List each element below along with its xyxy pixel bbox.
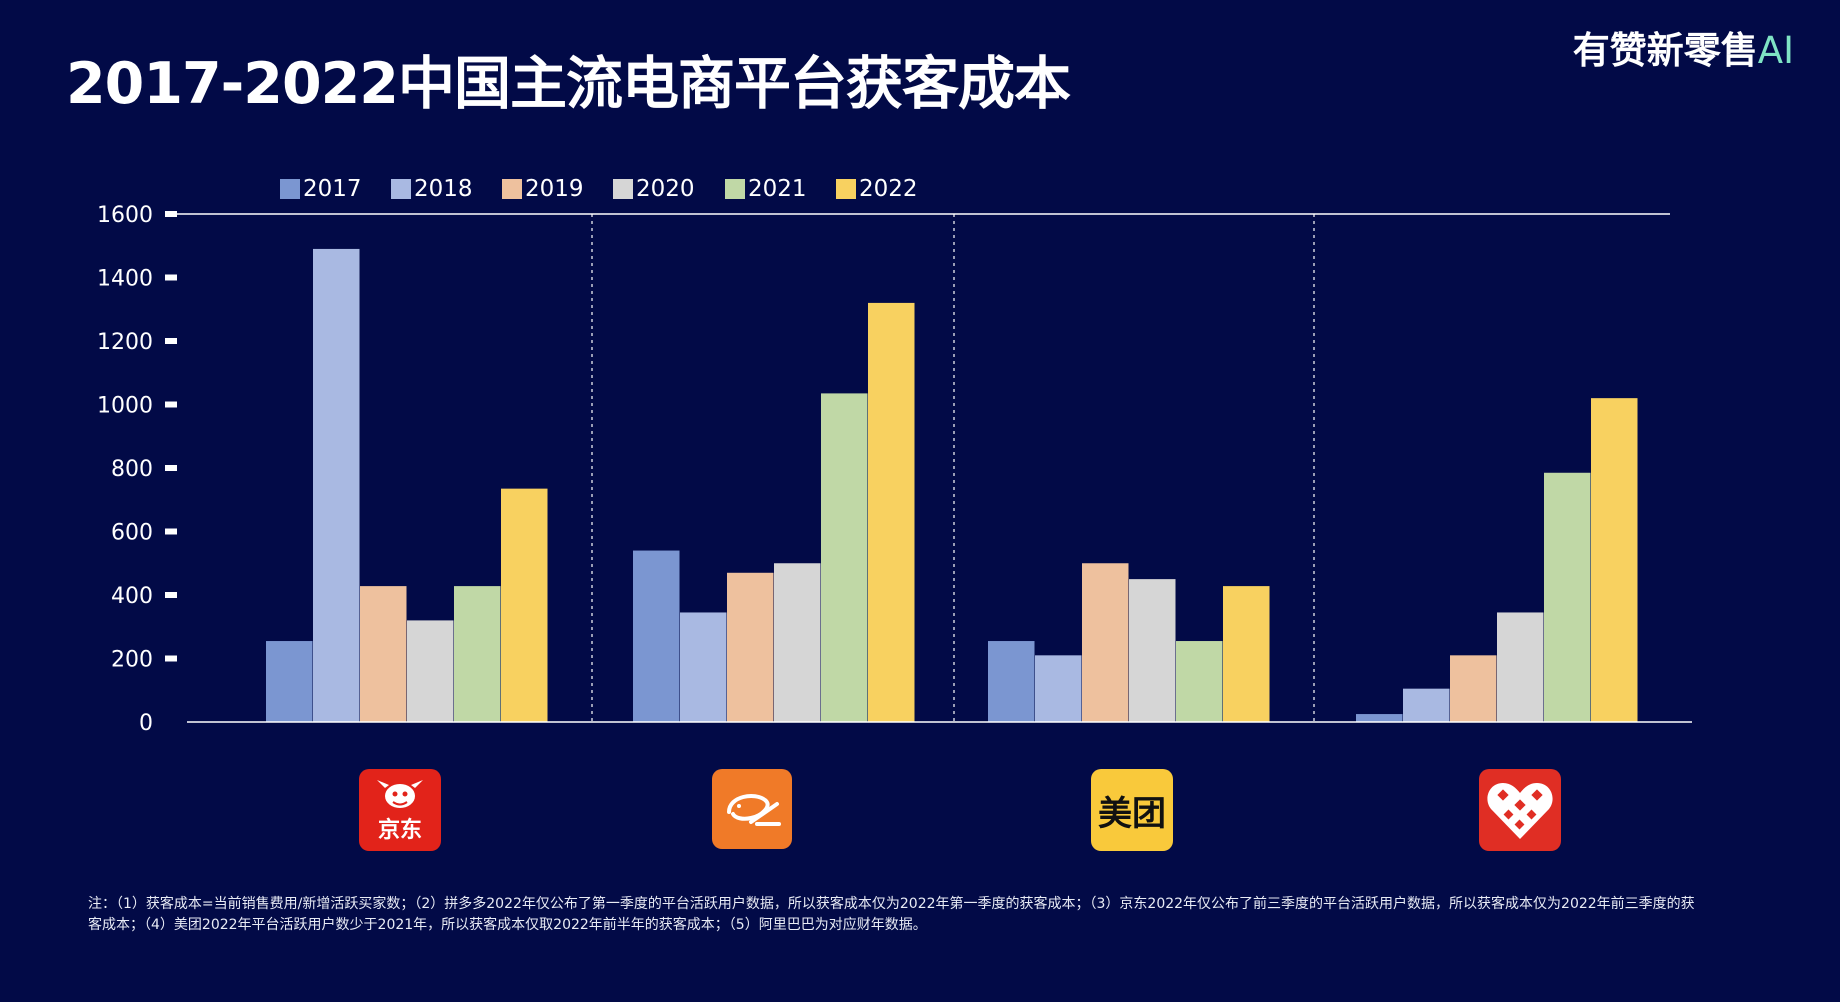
bar-chart: 2017 2018 2019 2020 2021 2022 0 200 400 600 800 10… [97,176,1692,736]
legend-label: 2021 [748,176,807,202]
bar-2020-4 [1497,612,1544,722]
bar-2017-4 [1356,714,1403,722]
legend-swatch [613,179,633,199]
bar-2019-4 [1450,655,1497,722]
y-tick-label: 1400 [97,267,153,292]
legend-label: 2019 [525,176,584,202]
bar-2019-1 [360,586,407,722]
bar-2018-1 [313,248,360,723]
bar-2017-2 [633,550,680,722]
y-tick-label: 1000 [97,394,153,419]
y-tick-label: 400 [111,584,153,609]
legend-label: 2017 [303,176,362,202]
legend-swatch [391,179,411,199]
y-tick-mark [165,401,177,408]
y-tick-label: 0 [139,711,153,736]
y-axis: 0 200 400 600 800 1000 1200 1400 1600 [97,203,177,736]
y-tick-label: 800 [111,457,153,482]
bar-2018-4 [1403,688,1450,722]
meituan-logo: 美团 [1091,769,1173,851]
y-tick-label: 200 [111,648,153,673]
bar-2022-1 [501,488,548,722]
jd-logo-text: 京东 [377,818,422,843]
y-tick-label: 1600 [97,203,153,228]
bar-2022-2 [868,302,915,722]
bar-2020-2 [774,563,821,722]
bar-2022-4 [1591,398,1638,722]
legend-swatch [502,179,522,199]
brand-name: 有赞新零售 [1572,29,1758,72]
alibaba-icon [727,794,781,826]
bar-2021-2 [821,393,868,722]
bar-2019-3 [1082,563,1129,722]
bar-2018-2 [680,612,727,722]
legend-label: 2018 [414,176,473,202]
bar-2017-1 [266,641,313,722]
bar-2019-2 [727,572,774,722]
legend-swatch [836,179,856,199]
y-tick-mark [165,592,177,598]
brand-logo: 有赞新零售AI [1573,20,1794,74]
chart-bars [266,248,1638,723]
meituan-logo-text: 美团 [1098,793,1166,834]
legend-label: 2022 [859,176,918,202]
bar-2021-4 [1544,472,1591,722]
category-dividers [591,214,1315,722]
jd-dog-icon [377,780,423,808]
pinduoduo-logo [1479,769,1561,851]
page-title: 2017-2022中国主流电商平台获客成本 [66,51,1071,117]
legend-swatch [725,179,745,199]
brand-ai: AI [1757,29,1794,72]
bar-2017-3 [988,641,1035,722]
y-tick-label: 1200 [97,330,153,355]
y-tick-mark [165,274,177,281]
bar-2020-3 [1129,579,1176,722]
alibaba-logo [712,769,792,849]
chart-legend: 2017 2018 2019 2020 2021 2022 [280,176,918,202]
legend-swatch [280,179,300,199]
y-tick-mark [165,655,177,662]
bar-2020-1 [407,620,454,722]
y-tick-mark [165,528,177,535]
y-tick-mark [165,338,177,344]
y-tick-label: 600 [111,521,153,546]
legend-label: 2020 [636,176,695,202]
pinduoduo-heart-icon [1487,783,1553,839]
y-tick-mark [165,465,177,471]
bar-2021-3 [1176,641,1223,722]
footnote: 注：（1）获客成本=当前销售费用/新增活跃买家数；（2）拼多多2022年仅公布了… [88,896,1695,933]
bar-2018-3 [1035,655,1082,722]
bar-2022-3 [1223,586,1270,722]
bar-2021-1 [454,586,501,722]
jd-logo: 京东 [359,769,441,851]
